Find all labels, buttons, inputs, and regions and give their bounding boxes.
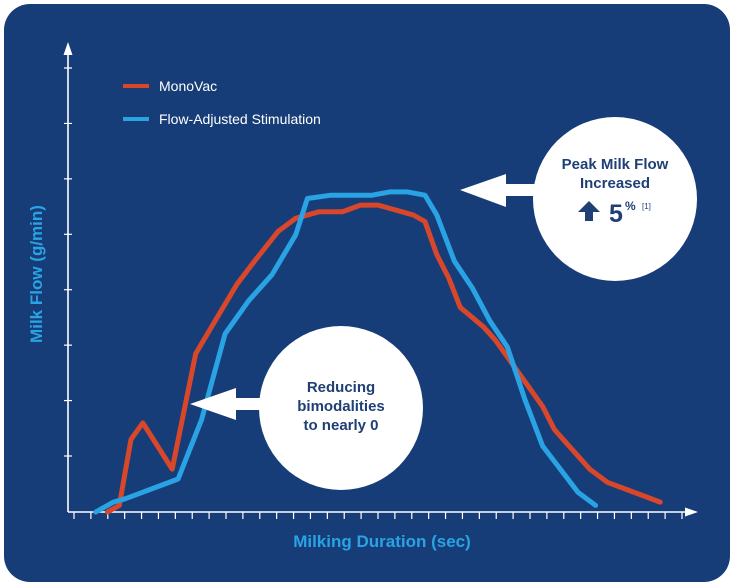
legend: MonoVac Flow-Adjusted Stimulation (123, 78, 321, 127)
callout-bimodal-arrow (190, 388, 276, 420)
callout-peak-unit: % (625, 199, 636, 213)
line-chart: Milk Flow (g/min) Milking Duration (sec)… (27, 42, 698, 551)
legend-item-monovac: MonoVac (123, 78, 217, 94)
y-axis-arrow (63, 42, 73, 55)
callout-bimodal-circle (259, 326, 423, 490)
chart-axes (63, 42, 698, 519)
callout-bimodal: Reducing bimodalities to nearly 0 (190, 326, 423, 490)
callout-peak-line1: Peak Milk Flow (562, 156, 669, 173)
x-axis-title: Milking Duration (sec) (293, 532, 471, 551)
x-axis-arrow (685, 507, 698, 517)
callout-peak-value: 5 (609, 200, 623, 228)
legend-item-flow-adjusted: Flow-Adjusted Stimulation (123, 111, 321, 127)
series-layer (93, 189, 663, 515)
callout-bimodal-line3: to nearly 0 (303, 417, 378, 434)
callout-peak-line2: Increased (580, 175, 650, 192)
legend-label-flow-adjusted: Flow-Adjusted Stimulation (159, 111, 321, 127)
series-line-flow-adjusted (93, 189, 599, 515)
callout-peak-reference: [1] (642, 202, 651, 211)
y-axis-title: Milk Flow (g/min) (27, 205, 46, 343)
callout-bimodal-line1: Reducing (307, 379, 375, 396)
callout-peak-circle (533, 117, 697, 281)
chart-card: Milk Flow (g/min) Milking Duration (sec)… (4, 4, 730, 582)
arrow-up-icon (578, 201, 600, 221)
callout-peak: Peak Milk Flow Increased 5 % [1] (460, 117, 697, 281)
series-line-monovac (105, 202, 663, 515)
callout-bimodal-line2: bimodalities (297, 398, 385, 415)
legend-label-monovac: MonoVac (159, 78, 217, 94)
callout-peak-arrow (460, 174, 548, 207)
